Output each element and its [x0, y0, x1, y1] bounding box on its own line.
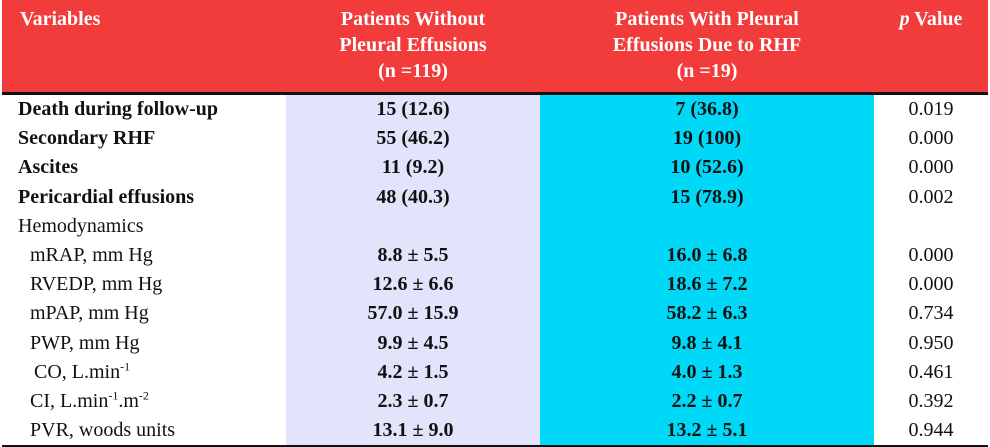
cell-without: 48 (40.3) — [286, 182, 540, 212]
cell-without: 12.6 ± 6.6 — [286, 270, 540, 300]
cell-p-value: 0.461 — [908, 360, 954, 383]
header-without-line1: Patients Without — [340, 8, 486, 30]
cell-without: 4.2 ± 1.5 — [286, 357, 540, 387]
header-row: Variables Patients Without Pleural Effus… — [2, 0, 988, 95]
row-label-mid: .m — [118, 389, 139, 412]
cell-p-value: 0.002 — [908, 185, 954, 208]
table-row: mRAP, mm Hg 8.8 ± 5.5 16.0 ± 6.8 0.000 — [2, 240, 988, 271]
cell-with: 58.2 ± 6.3 — [540, 299, 874, 329]
cell-with: 18.6 ± 7.2 — [540, 270, 874, 300]
header-with-line1: Patients With Pleural — [615, 8, 799, 30]
header-p-rest: Value — [909, 8, 963, 30]
row-label-superscript-2: -2 — [138, 388, 149, 403]
row-label: CO, L.min-1 — [2, 358, 286, 387]
header-p-italic: p — [899, 8, 910, 30]
cell-without: 2.3 ± 0.7 — [286, 386, 540, 417]
row-label: RVEDP, mm Hg — [30, 273, 163, 296]
cell-without: 11 (9.2) — [286, 153, 540, 183]
cell-with: 15 (78.9) — [540, 182, 874, 212]
table-row: Secondary RHF 55 (46.2) 19 (100) 0.000 — [2, 124, 988, 154]
cell-with: 2.2 ± 0.7 — [540, 386, 874, 417]
table-row: CO, L.min-1 4.2 ± 1.5 4.0 ± 1.3 0.461 — [2, 357, 988, 387]
row-label-superscript: -1 — [120, 359, 131, 374]
cell-without: 55 (46.2) — [286, 124, 540, 154]
table-row: CI, L.min-1.m-2 2.3 ± 0.7 2.2 ± 0.7 0.39… — [2, 386, 988, 417]
row-label: Death during follow-up — [18, 98, 219, 121]
cell-p-value: 0.000 — [908, 273, 954, 296]
cell-p-value: 0.944 — [874, 416, 988, 447]
row-label: Ascites — [18, 156, 78, 179]
row-label-superscript: -1 — [108, 388, 119, 403]
header-p-value: p Value — [874, 0, 988, 95]
cell-p-value: 0.392 — [908, 389, 954, 412]
table-row: Pericardial effusions 48 (40.3) 15 (78.9… — [2, 182, 988, 212]
cell-without: 13.1 ± 9.0 — [286, 416, 540, 447]
row-label: CI, L.min-1.m-2 — [2, 387, 286, 416]
section-row-hemodynamics: Hemodynamics — [2, 211, 988, 241]
cell-with: 13.2 ± 5.1 — [540, 416, 874, 447]
cell-with: 16.0 ± 6.8 — [540, 240, 874, 271]
row-label: mRAP, mm Hg — [30, 244, 153, 267]
row-label: PVR, woods units — [2, 416, 286, 447]
cell-with — [540, 211, 874, 241]
header-variables-text: Variables — [20, 8, 101, 30]
table-row: Ascites 11 (9.2) 10 (52.6) 0.000 — [2, 153, 988, 183]
cell-p-value: 0.019 — [908, 98, 954, 121]
header-with-effusions: Patients With Pleural Effusions Due to R… — [540, 0, 874, 95]
cell-p-value: 0.000 — [908, 127, 954, 150]
row-label: Pericardial effusions — [18, 185, 195, 208]
cell-p-value: 0.734 — [908, 302, 954, 325]
header-variables: Variables — [2, 0, 286, 95]
cell-without: 15 (12.6) — [286, 93, 540, 125]
table-row: Death during follow-up 15 (12.6) 7 (36.8… — [2, 93, 988, 125]
table-row: RVEDP, mm Hg 12.6 ± 6.6 18.6 ± 7.2 0.000 — [2, 270, 988, 300]
cell-with: 19 (100) — [540, 124, 874, 154]
cell-without: 57.0 ± 15.9 — [286, 299, 540, 329]
header-without-line2: Pleural Effusions — [339, 34, 487, 56]
header-without-effusions: Patients Without Pleural Effusions (n =1… — [286, 0, 540, 95]
cell-with: 7 (36.8) — [540, 93, 874, 125]
header-without-line3: (n =119) — [378, 60, 448, 82]
cell-with: 4.0 ± 1.3 — [540, 357, 874, 387]
row-label-main: CO, L.min — [34, 360, 121, 383]
cell-p-value: 0.950 — [908, 331, 954, 354]
cell-p-value — [874, 212, 988, 241]
table-row: PWP, mm Hg 9.9 ± 4.5 9.8 ± 4.1 0.950 — [2, 328, 988, 358]
cell-without — [286, 211, 540, 241]
header-with-line3: (n =19) — [676, 60, 738, 82]
row-label: PWP, mm Hg — [30, 331, 140, 354]
cell-with: 10 (52.6) — [540, 153, 874, 183]
row-label-main: CI, L.min — [30, 389, 109, 412]
table-row: PVR, woods units 13.1 ± 9.0 13.2 ± 5.1 0… — [2, 416, 988, 447]
section-label: Hemodynamics — [18, 214, 144, 237]
row-label: Secondary RHF — [18, 127, 156, 150]
row-label: mPAP, mm Hg — [30, 302, 149, 325]
table-row: mPAP, mm Hg 57.0 ± 15.9 58.2 ± 6.3 0.734 — [2, 299, 988, 329]
cell-with: 9.8 ± 4.1 — [540, 328, 874, 358]
header-with-line2: Effusions Due to RHF — [612, 34, 802, 56]
cell-p-value: 0.000 — [908, 244, 954, 267]
cell-without: 9.9 ± 4.5 — [286, 328, 540, 358]
cell-p-value: 0.000 — [908, 156, 954, 179]
cell-without: 8.8 ± 5.5 — [286, 240, 540, 271]
